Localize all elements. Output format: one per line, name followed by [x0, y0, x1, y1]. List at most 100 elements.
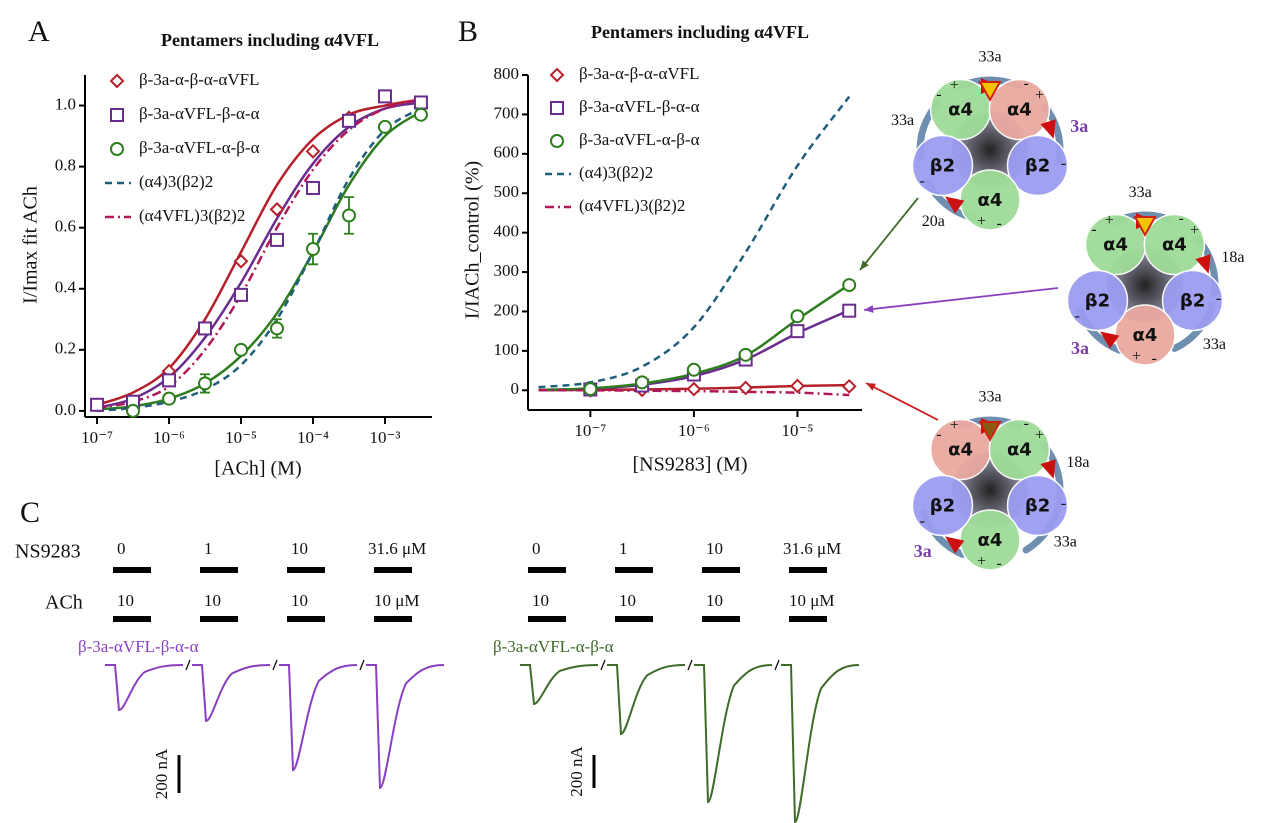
point — [233, 253, 249, 269]
scale-label: 200 nA — [567, 746, 586, 797]
angle-label: 33a — [978, 49, 1001, 66]
application-bar — [702, 567, 740, 573]
legend-label: β-3a-αVFL-α-β-α — [579, 130, 700, 149]
ach-concentration: 10 — [117, 591, 134, 610]
binding-site — [1133, 216, 1157, 238]
point — [234, 287, 249, 302]
pointer-arrow — [865, 382, 939, 421]
sign: - — [1024, 75, 1029, 92]
angle-label: 3a — [1070, 116, 1088, 136]
row-label: ACh — [45, 592, 83, 614]
ach-concentration: 10 — [619, 591, 636, 610]
point — [413, 95, 428, 110]
y-tick-label: 0.4 — [55, 278, 77, 297]
subunit — [1006, 134, 1069, 197]
ns-concentration: 1 — [204, 539, 213, 558]
point — [234, 342, 249, 357]
sign: + — [950, 77, 959, 94]
sign: - — [1152, 350, 1157, 367]
legend-label: β-3a-αVFL-β-α-α — [579, 97, 700, 116]
sign: + — [1035, 87, 1044, 104]
panel-letter: A — [28, 15, 50, 48]
sign: - — [1216, 290, 1221, 307]
sign: - — [1179, 210, 1184, 227]
x-axis-label: [ACh] (M) — [214, 458, 301, 480]
legend-label: β-3a-αVFL-α-β-α — [139, 138, 260, 157]
point — [305, 180, 320, 195]
legend-label: (α4)3(β2)2 — [139, 172, 213, 191]
subunit-label: β2 — [1180, 290, 1205, 311]
current-trace — [366, 664, 445, 789]
subunit — [988, 418, 1051, 481]
chart-title: Pentamers including α4VFL — [591, 22, 809, 42]
ns-concentration: 0 — [117, 539, 126, 558]
y-tick-label: 700 — [494, 103, 520, 122]
y-tick-label: 800 — [494, 64, 520, 83]
ach-concentration: 10 — [532, 591, 549, 610]
fit-line — [538, 95, 851, 389]
sign: - — [1075, 307, 1080, 324]
point — [269, 321, 284, 336]
subunit-label: α4 — [1007, 440, 1032, 461]
subunit-label: β2 — [1025, 495, 1050, 516]
y-tick-label: 400 — [494, 222, 520, 241]
fit-line — [96, 107, 422, 413]
application-bar — [113, 567, 151, 573]
break-mark — [272, 659, 278, 671]
application-bar — [528, 567, 566, 573]
application-bar — [113, 616, 151, 622]
binding-site — [978, 81, 1002, 103]
x-tick-label: 10⁻⁴ — [297, 428, 329, 447]
point — [790, 378, 805, 394]
row-label: NS9283 — [15, 541, 81, 563]
binding-site — [1040, 119, 1056, 139]
application-bar — [287, 567, 325, 573]
application-bar — [287, 616, 325, 622]
binding-site — [945, 196, 965, 214]
pointer-head — [866, 383, 876, 391]
point — [841, 378, 857, 394]
sign: + — [1190, 222, 1199, 239]
sign: + — [1035, 427, 1044, 444]
y-tick-label: 0.8 — [55, 156, 76, 175]
sign: - — [920, 172, 925, 189]
point — [305, 143, 321, 159]
current-trace — [781, 664, 860, 823]
current-trace — [520, 664, 599, 705]
legend-label: (α4VFL)3(β2)2 — [579, 196, 685, 215]
x-tick-label: 10⁻⁵ — [782, 421, 814, 440]
y-tick-label: 1.0 — [55, 94, 76, 113]
binding-site — [1040, 459, 1056, 479]
point — [162, 373, 177, 388]
angle-label: 33a — [978, 389, 1001, 406]
subunit-label: β2 — [1025, 155, 1050, 176]
sign: - — [1061, 155, 1066, 172]
panel-letter: B — [458, 15, 478, 48]
subunit-label: β2 — [930, 495, 955, 516]
ach-concentration: 10 — [204, 591, 221, 610]
x-tick-label: 10⁻⁷ — [81, 428, 113, 447]
point — [341, 113, 356, 128]
sign: + — [1105, 212, 1114, 229]
x-tick-label: 10⁻⁶ — [678, 421, 710, 440]
legend-marker — [549, 67, 565, 83]
subunit — [1143, 213, 1206, 276]
break-mark — [774, 659, 780, 671]
ns-concentration: 10 — [706, 539, 723, 558]
sign: - — [997, 555, 1002, 572]
subunit-label: α4 — [1103, 235, 1128, 256]
legend-marker — [109, 73, 125, 89]
legend-marker — [550, 101, 564, 115]
x-tick-label: 10⁻⁶ — [153, 428, 185, 447]
application-bar — [615, 567, 653, 573]
angle-label: 33a — [1203, 336, 1226, 353]
point — [413, 107, 428, 122]
point — [790, 324, 805, 339]
break-mark — [600, 659, 606, 671]
subunit — [911, 474, 974, 537]
panel-letter: C — [20, 496, 40, 529]
legend-label: (α4VFL)3(β2)2 — [139, 206, 245, 225]
subunit-label: α4 — [948, 440, 973, 461]
break-mark — [359, 659, 365, 671]
fit-line — [96, 98, 422, 410]
